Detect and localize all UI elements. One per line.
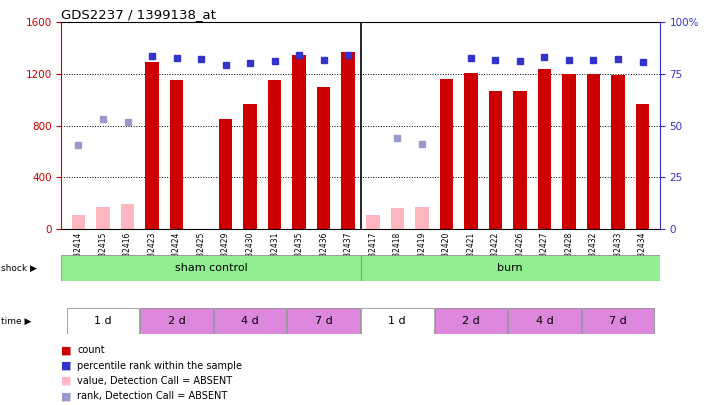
- Bar: [513, 91, 526, 229]
- Bar: [219, 119, 232, 229]
- Text: 1 d: 1 d: [94, 316, 112, 326]
- Bar: [96, 207, 110, 229]
- Bar: [464, 72, 477, 229]
- Bar: [141, 308, 213, 334]
- Bar: [435, 308, 507, 334]
- Text: 7 d: 7 d: [609, 316, 627, 326]
- Text: sham control: sham control: [174, 263, 247, 273]
- Bar: [562, 74, 575, 229]
- Text: value, Detection Call = ABSENT: value, Detection Call = ABSENT: [77, 376, 232, 386]
- Text: shock ▶: shock ▶: [1, 264, 37, 273]
- Bar: [366, 215, 379, 229]
- Bar: [440, 79, 453, 229]
- Bar: [538, 69, 551, 229]
- Text: 2 d: 2 d: [462, 316, 479, 326]
- Bar: [611, 75, 625, 229]
- Text: ■: ■: [61, 361, 72, 371]
- Bar: [391, 207, 404, 229]
- Text: ■: ■: [61, 376, 72, 386]
- Text: burn: burn: [497, 263, 523, 273]
- Text: 1 d: 1 d: [389, 316, 406, 326]
- Bar: [587, 74, 601, 229]
- Text: GDS2237 / 1399138_at: GDS2237 / 1399138_at: [61, 8, 216, 21]
- Text: 4 d: 4 d: [536, 316, 553, 326]
- Bar: [146, 62, 159, 229]
- Bar: [508, 308, 580, 334]
- Text: ■: ■: [61, 345, 72, 355]
- Bar: [360, 255, 660, 281]
- Text: percentile rank within the sample: percentile rank within the sample: [77, 361, 242, 371]
- Text: 7 d: 7 d: [315, 316, 332, 326]
- Text: count: count: [77, 345, 105, 355]
- Text: 4 d: 4 d: [242, 316, 259, 326]
- Text: rank, Detection Call = ABSENT: rank, Detection Call = ABSENT: [77, 392, 227, 401]
- Bar: [361, 308, 433, 334]
- Bar: [415, 207, 428, 229]
- Text: 2 d: 2 d: [168, 316, 185, 326]
- Bar: [288, 308, 360, 334]
- Text: time ▶: time ▶: [1, 316, 31, 326]
- Bar: [71, 215, 85, 229]
- Bar: [214, 308, 286, 334]
- Bar: [61, 255, 360, 281]
- Bar: [582, 308, 655, 334]
- Bar: [342, 52, 355, 229]
- Bar: [489, 91, 502, 229]
- Bar: [293, 55, 306, 229]
- Bar: [170, 80, 183, 229]
- Text: ■: ■: [61, 392, 72, 401]
- Bar: [268, 80, 281, 229]
- Bar: [66, 308, 139, 334]
- Bar: [317, 87, 330, 229]
- Bar: [244, 104, 257, 229]
- Bar: [636, 104, 650, 229]
- Bar: [120, 204, 134, 229]
